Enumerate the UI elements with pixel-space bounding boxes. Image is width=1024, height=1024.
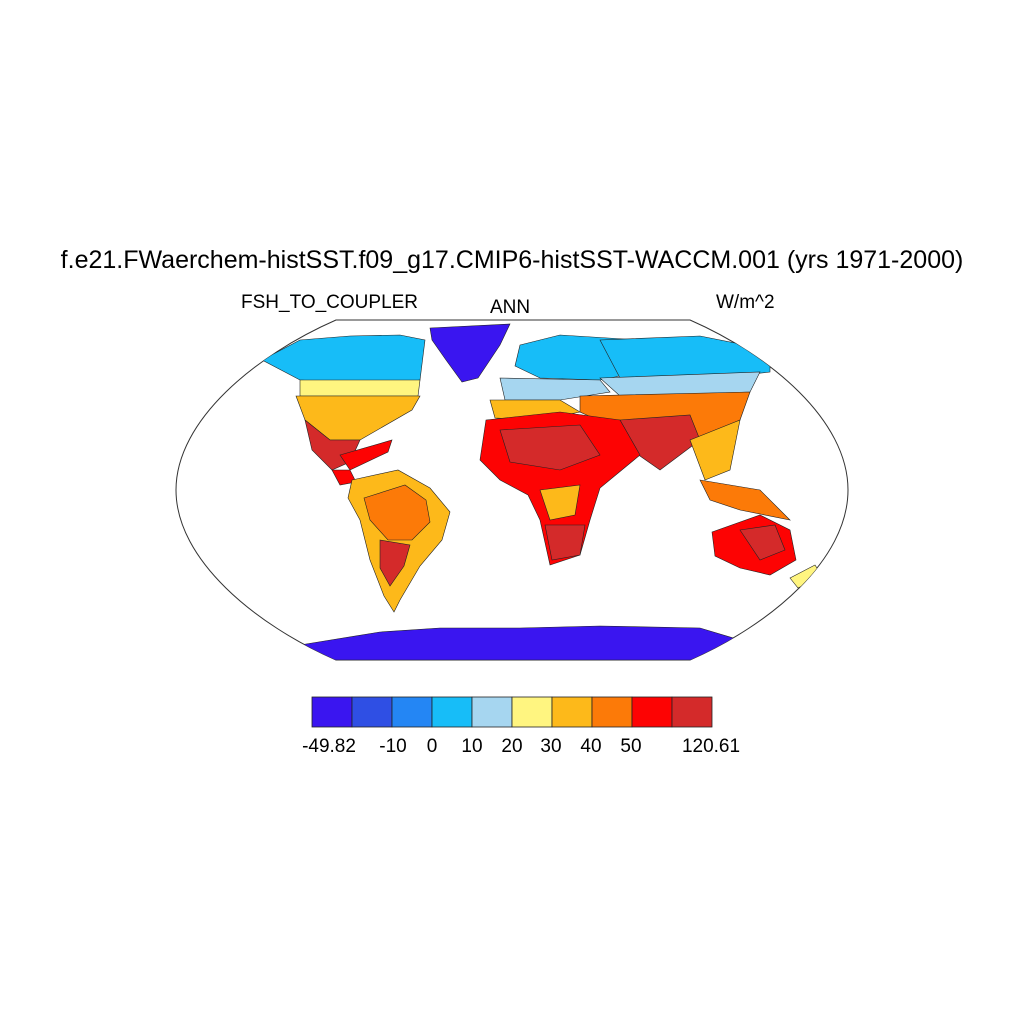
africa	[479, 411, 641, 566]
season-label: ANN	[490, 297, 531, 318]
colorbar-swatch	[551, 696, 593, 728]
colorbar-swatch	[591, 696, 633, 728]
map-title: f.e21.FWaerchem-histSST.f09_g17.CMIP6-hi…	[60, 246, 964, 274]
north-america	[261, 334, 426, 486]
colorbar-swatch	[631, 696, 673, 728]
south-america	[347, 469, 451, 613]
antarctica	[299, 625, 741, 660]
asia	[579, 335, 791, 521]
colorbar-swatch	[391, 696, 433, 728]
colorbar-swatch	[351, 696, 393, 728]
colorbar-tick-label: -10	[379, 736, 407, 757]
colorbar-tick-label: 20	[501, 736, 523, 757]
colorbar-swatch	[431, 696, 473, 728]
colorbar-swatch	[511, 696, 553, 728]
colorbar-tick-label: 50	[620, 736, 642, 757]
australia	[711, 514, 823, 589]
colorbar-tick-label: 120.61	[681, 736, 741, 757]
colorbar-tick-label: 0	[426, 736, 438, 757]
colorbar-swatch	[311, 696, 353, 728]
colorbar-tick-label: 40	[580, 736, 602, 757]
colorbar-swatch	[471, 696, 513, 728]
variable-label: FSH_TO_COUPLER	[241, 292, 419, 313]
colorbar-tick-label: 10	[461, 736, 483, 757]
colorbar-tick-label: -49.82	[302, 736, 356, 757]
greenland	[429, 323, 511, 383]
colorbar-tick-label: 30	[540, 736, 562, 757]
colorbar-swatch	[671, 696, 713, 728]
units-label: W/m^2	[716, 292, 775, 313]
colorbar	[311, 696, 713, 728]
